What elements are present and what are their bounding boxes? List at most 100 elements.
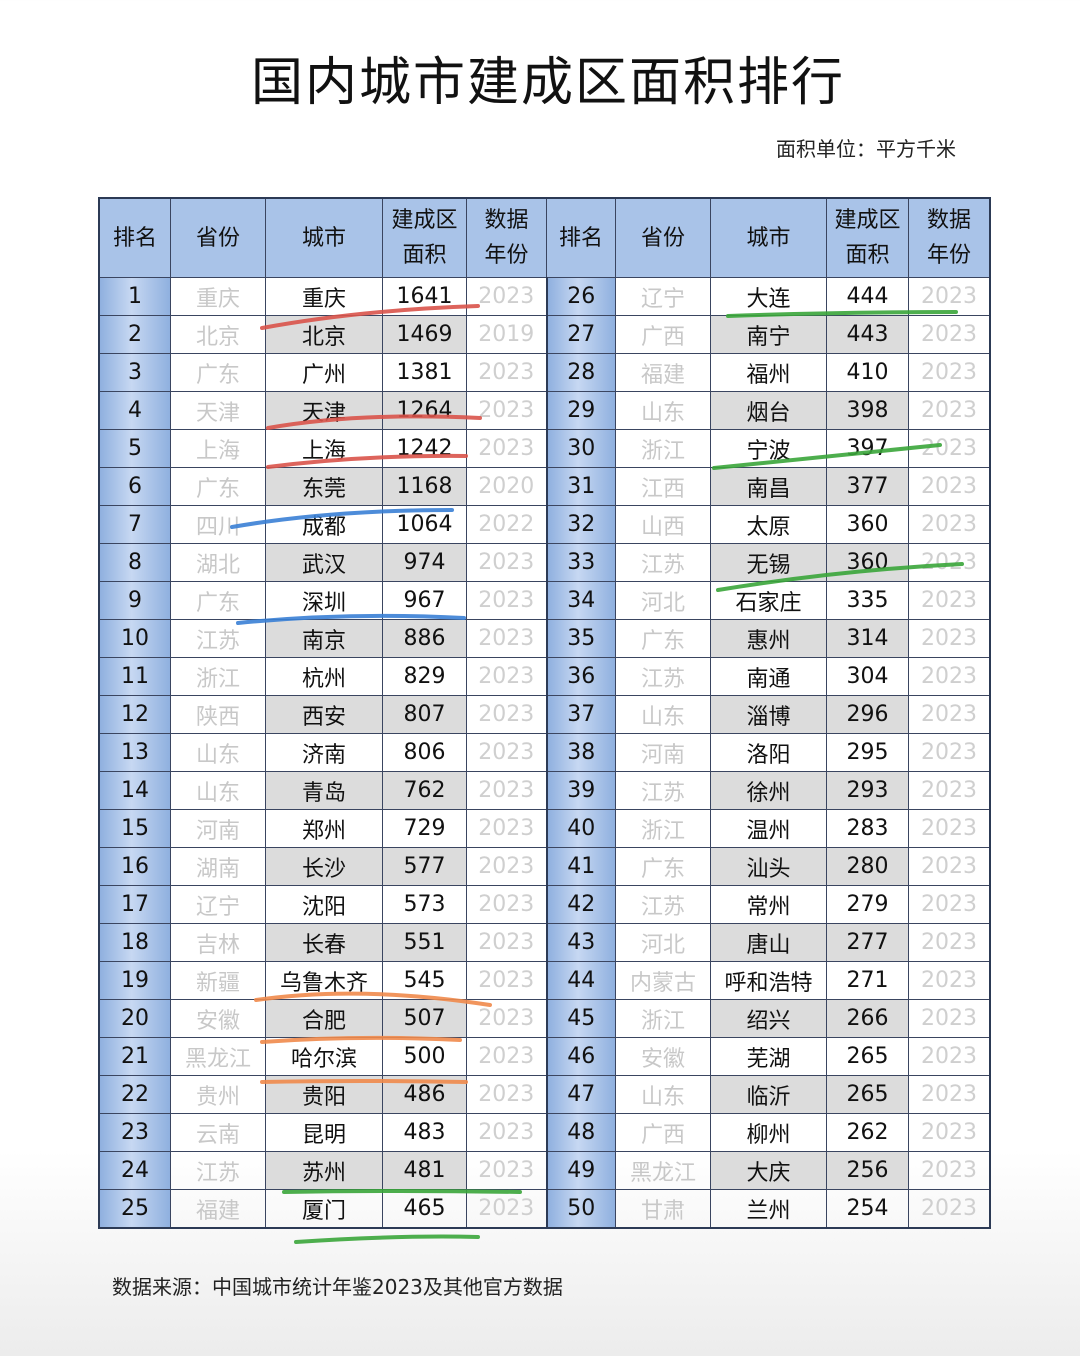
year-cell: 2023 (908, 1151, 991, 1190)
year-cell: 2023 (466, 695, 547, 734)
area-cell: 304 (826, 657, 909, 696)
city-cell: 太原 (710, 505, 827, 544)
area-cell: 360 (826, 505, 909, 544)
year-cell: 2023 (908, 961, 991, 1000)
area-cell: 886 (382, 619, 467, 658)
rank-cell: 22 (98, 1075, 171, 1114)
city-cell: 大庆 (710, 1151, 827, 1190)
area-cell: 262 (826, 1113, 909, 1152)
table-row: 23 云南 昆明 483 2023 48 广西 柳州 262 2023 (98, 1113, 991, 1152)
prov-cell: 浙江 (615, 429, 711, 468)
year-cell: 2023 (466, 429, 547, 468)
column-header: 省份 (170, 197, 266, 278)
year-cell: 2023 (466, 1151, 547, 1190)
column-header: 数据 年份 (466, 197, 547, 278)
city-cell: 南昌 (710, 467, 827, 506)
year-cell: 2023 (908, 277, 991, 316)
area-cell: 577 (382, 847, 467, 886)
city-cell: 唐山 (710, 923, 827, 962)
prov-cell: 重庆 (170, 277, 266, 316)
area-cell: 296 (826, 695, 909, 734)
year-cell: 2023 (466, 277, 547, 316)
year-cell: 2023 (466, 353, 547, 392)
prov-cell: 广东 (615, 619, 711, 658)
city-cell: 温州 (710, 809, 827, 848)
area-cell: 266 (826, 999, 909, 1038)
year-cell: 2022 (466, 505, 547, 544)
area-cell: 807 (382, 695, 467, 734)
prov-cell: 广东 (615, 847, 711, 886)
year-cell: 2023 (466, 961, 547, 1000)
prov-cell: 广西 (615, 1113, 711, 1152)
rank-cell: 24 (98, 1151, 171, 1190)
area-cell: 377 (826, 467, 909, 506)
table-row: 4 天津 天津 1264 2023 29 山东 烟台 398 2023 (98, 391, 991, 430)
prov-cell: 新疆 (170, 961, 266, 1000)
table-row: 12 陕西 西安 807 2023 37 山东 淄博 296 2023 (98, 695, 991, 734)
rank-cell: 1 (98, 277, 171, 316)
city-cell: 上海 (265, 429, 383, 468)
area-cell: 1264 (382, 391, 467, 430)
year-cell: 2019 (466, 315, 547, 354)
year-cell: 2023 (466, 391, 547, 430)
rank-cell: 12 (98, 695, 171, 734)
city-cell: 长沙 (265, 847, 383, 886)
city-cell: 南宁 (710, 315, 827, 354)
rank-cell: 26 (545, 277, 616, 316)
rank-cell: 45 (545, 999, 616, 1038)
prov-cell: 辽宁 (170, 885, 266, 924)
prov-cell: 山东 (170, 771, 266, 810)
table-row: 3 广东 广州 1381 2023 28 福建 福州 410 2023 (98, 353, 991, 392)
rank-cell: 15 (98, 809, 171, 848)
area-cell: 397 (826, 429, 909, 468)
rank-cell: 3 (98, 353, 171, 392)
prov-cell: 广东 (170, 467, 266, 506)
prov-cell: 广东 (170, 353, 266, 392)
column-header: 数据 年份 (908, 197, 991, 278)
city-cell: 柳州 (710, 1113, 827, 1152)
city-cell: 东莞 (265, 467, 383, 506)
year-cell: 2023 (466, 885, 547, 924)
prov-cell: 山东 (615, 695, 711, 734)
rank-cell: 37 (545, 695, 616, 734)
prov-cell: 安徽 (615, 1037, 711, 1076)
city-cell: 洛阳 (710, 733, 827, 772)
year-cell: 2023 (466, 543, 547, 582)
rank-cell: 6 (98, 467, 171, 506)
column-header: 城市 (265, 197, 383, 278)
area-cell: 277 (826, 923, 909, 962)
column-header: 省份 (615, 197, 711, 278)
rank-cell: 4 (98, 391, 171, 430)
year-cell: 2023 (908, 923, 991, 962)
prov-cell: 江苏 (615, 885, 711, 924)
table-row: 22 贵州 贵阳 486 2023 47 山东 临沂 265 2023 (98, 1075, 991, 1114)
area-cell: 967 (382, 581, 467, 620)
rank-cell: 9 (98, 581, 171, 620)
area-cell: 729 (382, 809, 467, 848)
city-cell: 贵阳 (265, 1075, 383, 1114)
rank-cell: 23 (98, 1113, 171, 1152)
city-cell: 西安 (265, 695, 383, 734)
area-cell: 500 (382, 1037, 467, 1076)
year-cell: 2023 (908, 1189, 991, 1229)
year-cell: 2023 (908, 771, 991, 810)
prov-cell: 湖北 (170, 543, 266, 582)
city-cell: 济南 (265, 733, 383, 772)
prov-cell: 河南 (615, 733, 711, 772)
year-cell: 2023 (466, 771, 547, 810)
table-row: 25 福建 厦门 465 2023 50 甘肃 兰州 254 2023 (98, 1189, 991, 1229)
city-cell: 哈尔滨 (265, 1037, 383, 1076)
area-cell: 1168 (382, 467, 467, 506)
table-row: 19 新疆 乌鲁木齐 545 2023 44 内蒙古 呼和浩特 271 2023 (98, 961, 991, 1000)
city-cell: 长春 (265, 923, 383, 962)
area-cell: 829 (382, 657, 467, 696)
area-cell: 481 (382, 1151, 467, 1190)
city-cell: 苏州 (265, 1151, 383, 1190)
prov-cell: 湖南 (170, 847, 266, 886)
rank-cell: 40 (545, 809, 616, 848)
rank-cell: 11 (98, 657, 171, 696)
year-cell: 2023 (466, 1113, 547, 1152)
column-header: 排名 (546, 197, 616, 278)
city-cell: 南通 (710, 657, 827, 696)
year-cell: 2023 (466, 847, 547, 886)
